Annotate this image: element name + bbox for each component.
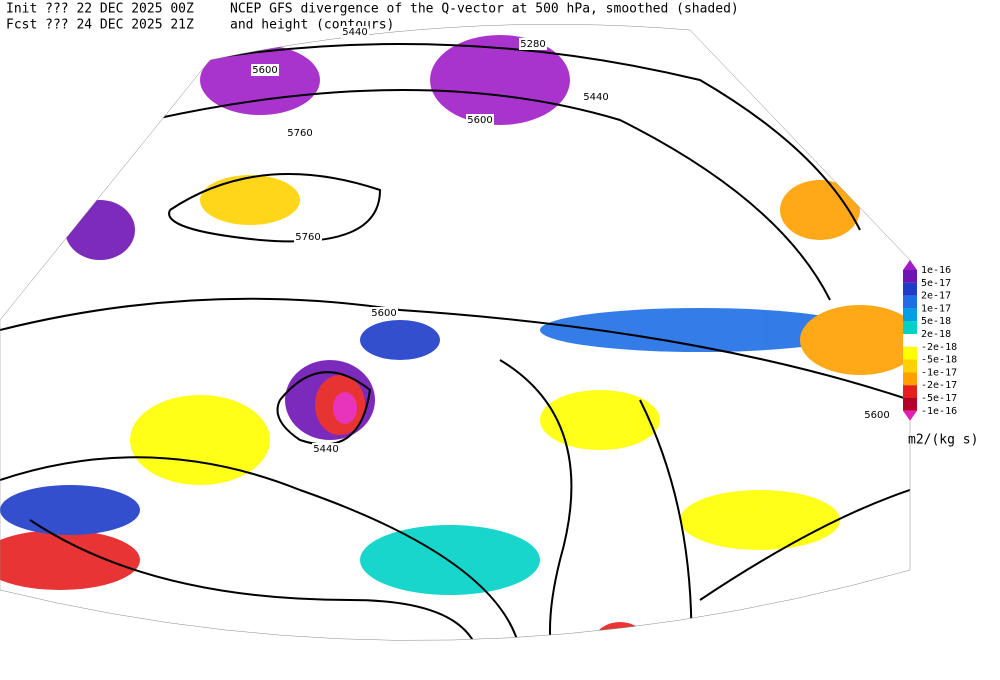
contour-label: 5600 [371, 308, 396, 319]
contour-label-bg [294, 231, 322, 243]
contour-label: 5760 [287, 128, 312, 139]
colorbar-band [903, 270, 917, 283]
colorbar-label: 2e-17 [921, 291, 951, 302]
colorbar-band [903, 282, 917, 296]
colorbar-label: -5e-18 [921, 355, 957, 366]
colorbar-band [903, 385, 917, 398]
contour-label-bg [466, 114, 494, 126]
contour-label: 5440 [342, 27, 367, 38]
contour-label-bg [863, 409, 891, 421]
contour-label-bg [582, 91, 610, 103]
colorbar-band [903, 346, 917, 360]
colorbar-label: 1e-17 [921, 303, 951, 314]
colorbar-band [903, 295, 917, 309]
contour-label-bg [286, 127, 314, 139]
colorbar-band [903, 398, 917, 411]
colorbar-band [903, 359, 917, 373]
contour-label: 5760 [295, 232, 320, 243]
colorbar-arrow [903, 260, 917, 270]
shading [0, 35, 910, 641]
fcst-label: Fcst ??? 24 DEC 2025 21Z [6, 18, 194, 33]
map-area [0, 35, 910, 641]
contour-label-bg [519, 38, 547, 50]
colorbar-label: 5e-17 [921, 278, 951, 289]
colorbar-label: -1e-16 [921, 406, 957, 417]
contour-label-bg [251, 64, 279, 76]
colorbar-label: 1e-16 [921, 265, 951, 276]
contour-label-bg [312, 443, 340, 455]
map-border [0, 24, 911, 641]
colorbar-unit: m2/(kg s) [908, 433, 978, 448]
contour-label: 5280 [520, 39, 545, 50]
contour-label: 5600 [864, 410, 889, 421]
colorbar-band [903, 308, 917, 322]
colorbar-label: -2e-18 [921, 342, 957, 353]
colorbar-band [903, 372, 917, 386]
contour-label-bg [370, 307, 398, 319]
init-label: Init ??? 22 DEC 2025 00Z [6, 2, 194, 17]
colorbar-label: 5e-18 [921, 316, 951, 327]
colorbar-arrow [903, 410, 917, 421]
colorbar-label: 2e-18 [921, 329, 951, 340]
contour-label: 5440 [583, 92, 608, 103]
contour-label: 5600 [467, 115, 492, 126]
colorbar-band [903, 321, 917, 334]
colorbar-label: -5e-17 [921, 393, 957, 404]
title: NCEP GFS divergence of the Q-vector at 5… [230, 2, 739, 17]
colorbar-band [903, 334, 917, 347]
contour-label: 5600 [252, 65, 277, 76]
colorbar-label: -2e-17 [921, 380, 957, 391]
colorbar-label: -1e-17 [921, 367, 957, 378]
subtitle: and height (contours) [230, 18, 394, 33]
contour-label: 5440 [313, 444, 338, 455]
contour-label-bg [341, 26, 369, 38]
